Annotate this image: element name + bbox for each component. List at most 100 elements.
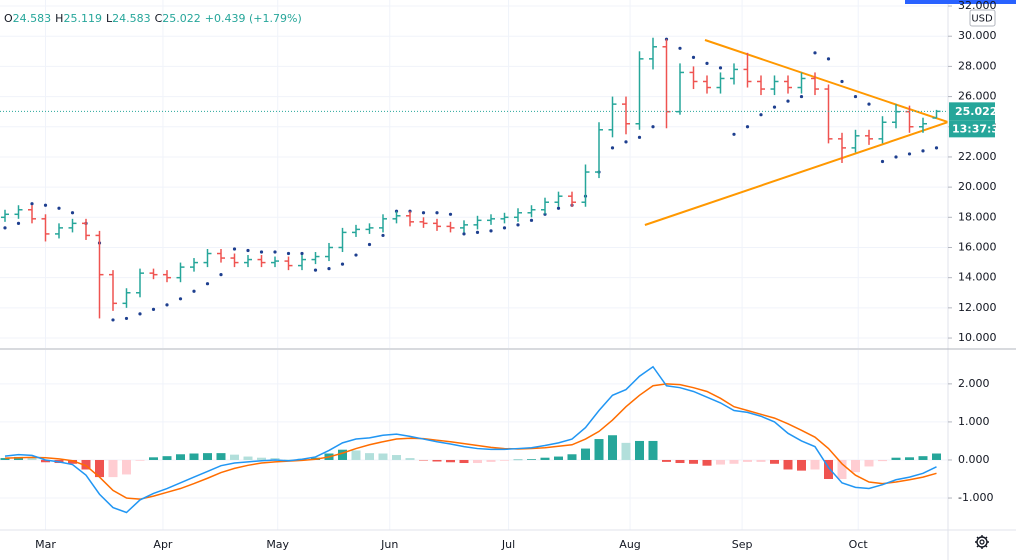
histogram-bar [932,453,941,460]
macd-line [4,365,937,514]
histogram-bar [405,458,415,460]
currency: USD [971,14,993,25]
histogram-bar [743,459,752,462]
time-label: Apr [153,538,173,551]
histogram-bar [729,459,739,464]
time-label: Oct [849,538,869,551]
histogram-bar [878,459,887,462]
sar-dot [111,318,115,322]
histogram-bar [189,453,199,460]
currency-box[interactable] [969,9,996,27]
sar-dot [205,282,210,286]
grid-layer [0,0,948,530]
sar-dot [907,152,912,156]
histogram-bar [95,459,104,478]
macd-tick-label: 2.000 [958,377,990,390]
histogram-bar [68,459,77,464]
histogram-bar [567,454,577,460]
histogram-bar [905,457,914,460]
macd-tick-label: 0.000 [958,453,990,466]
sar-dot [57,206,61,210]
histogram-bar [257,457,266,460]
sar-dot [489,229,493,233]
histogram-bar [176,454,185,460]
histogram-bar [419,459,428,461]
sar-dot [232,247,237,251]
histogram-bar [459,459,469,464]
histogram-bar [0,458,10,460]
histogram-bar [216,453,226,460]
histogram-bar [149,457,158,460]
legend-key: H [55,12,63,25]
countdown-label: 13:37:32 [952,122,1007,135]
sar-dot [826,57,831,61]
histogram-bar [392,455,401,460]
legend-value: 25.022 [162,12,201,25]
sar-dot [651,125,655,129]
time-label: Mar [35,538,56,551]
price-tick-label: 18.000 [958,210,997,223]
histogram-bar [486,459,496,462]
price-tick-label: 30.000 [958,29,997,42]
sar-dot [637,135,642,139]
time-label: May [266,538,289,551]
histogram-bar [162,456,172,460]
legend-value: 24.583 [13,12,52,25]
histogram-bar [648,440,658,460]
histogram-bar [446,459,455,463]
sar-dot [381,233,385,238]
sar-dot [273,250,277,254]
sar-dot [556,206,561,210]
histogram-bar [27,458,37,460]
price-tick-label: 28.000 [958,59,997,72]
sar-dot [327,267,331,271]
time-label: Jun [380,538,398,551]
histogram-bar [621,442,631,460]
sar-dot [138,312,142,316]
sar-dot [759,113,763,117]
histogram-bar [770,459,779,464]
sar-dot [70,211,75,215]
settings-icon[interactable] [975,535,989,549]
sar-dot [30,202,34,206]
legend-key: O [4,12,13,25]
sar-dot [300,251,304,256]
sar-dot [691,55,696,59]
histogram-bar [864,459,874,467]
sar-dot [313,268,318,272]
sar-dot [192,289,196,293]
histogram-bar [122,459,131,475]
sar-dot [16,221,21,225]
price-tick-label: 26.000 [958,90,997,103]
sar-dot [3,226,7,230]
sar-dot [43,203,48,207]
sar-dot [178,297,183,301]
last-price-box [949,102,995,121]
histogram-bar [108,459,118,478]
histogram-bar [81,459,91,470]
macd-tick-label: 1.000 [958,415,990,428]
histogram-bar [810,459,820,470]
histogram-bar [918,456,928,460]
legend-key: L [106,12,113,25]
histogram-bar [338,449,347,460]
sar-dot [421,211,426,215]
price-tick-label: 10.000 [958,331,997,344]
sar-dot [732,132,736,136]
histogram-bar [378,453,388,460]
signal-line [4,383,937,500]
plot-layer [0,37,949,514]
price-tick-label: 22.000 [958,150,997,163]
countdown-box [949,120,995,138]
histogram-bar [270,458,280,460]
legend-change: +0.439 (+1.79%) [205,12,302,25]
histogram-bar [540,457,550,460]
sar-dot [151,307,156,311]
histogram-bar [432,459,442,462]
legend-value: 24.583 [112,12,151,25]
sar-dot [516,223,520,227]
sar-dot [745,125,750,129]
sar-dot [354,253,358,257]
sar-dot [219,273,223,277]
